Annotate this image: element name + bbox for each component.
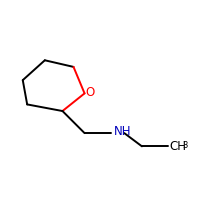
Text: NH: NH — [114, 125, 132, 138]
Text: 3: 3 — [183, 141, 188, 150]
Text: O: O — [86, 86, 95, 99]
Text: CH: CH — [170, 140, 187, 153]
